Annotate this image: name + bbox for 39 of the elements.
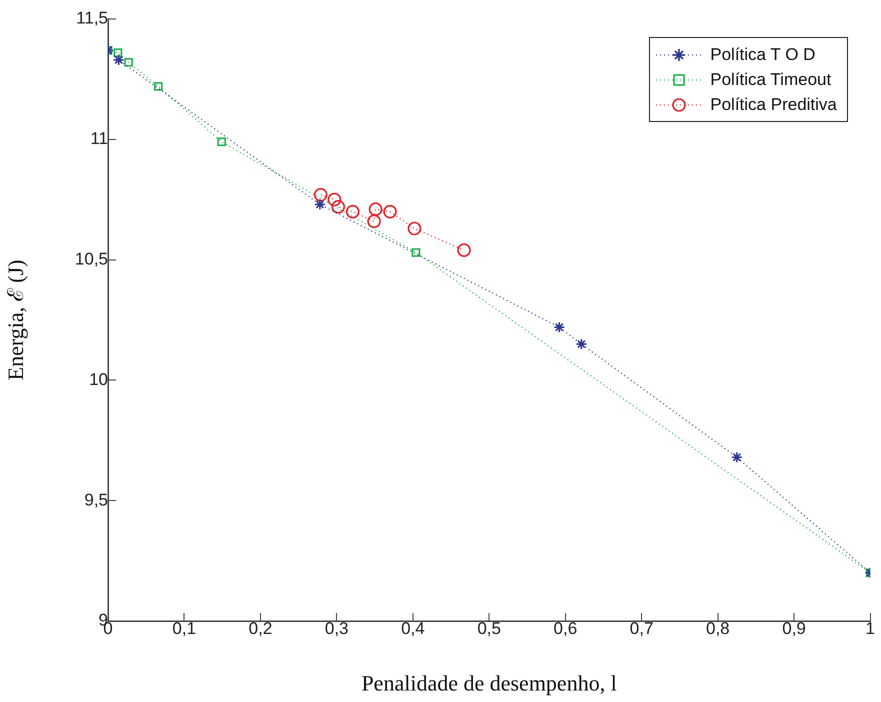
y-tick-label: 10 [89,370,108,389]
point [314,188,328,202]
point [112,54,124,66]
point [368,202,382,216]
point [367,214,381,228]
x-tick-label: 0,9 [782,618,806,638]
x-tick-label: 0,5 [477,618,501,638]
point [408,222,422,236]
point [576,338,588,350]
x-tick-label: 0,1 [172,618,196,638]
x-tick-label: 0,8 [706,618,730,638]
point [383,204,397,218]
point [331,200,346,214]
y-tick-label: 10,5 [74,249,108,268]
x-tick-label: 0,4 [401,618,425,638]
legend-label: Política T O D [710,44,816,64]
legend-label: Política Preditiva [710,94,837,114]
x-tick-label: 0,6 [554,618,578,638]
x-tick-label: 1 [866,618,876,638]
point [457,243,471,257]
x-tick-label: 0,2 [248,618,272,638]
y-tick-label: 11,5 [76,8,108,28]
point [731,451,743,464]
point [124,58,133,67]
y-axis-title: Energia, ℰ (J) [2,260,28,380]
y-tick-label: 11 [90,129,108,148]
point [154,82,163,91]
point [328,192,342,206]
y-tick-label: 9,5 [84,490,108,510]
point [412,248,420,257]
x-axis-title: Penalidade de desempenho, l [361,670,617,696]
point [217,137,226,146]
point [346,204,360,218]
x-tick-label: 0,3 [324,618,348,638]
point [553,321,566,334]
point [314,198,326,210]
legend-label: Política Timeout [710,70,832,90]
x-tick-label: 0,7 [630,618,654,638]
point [114,48,122,58]
